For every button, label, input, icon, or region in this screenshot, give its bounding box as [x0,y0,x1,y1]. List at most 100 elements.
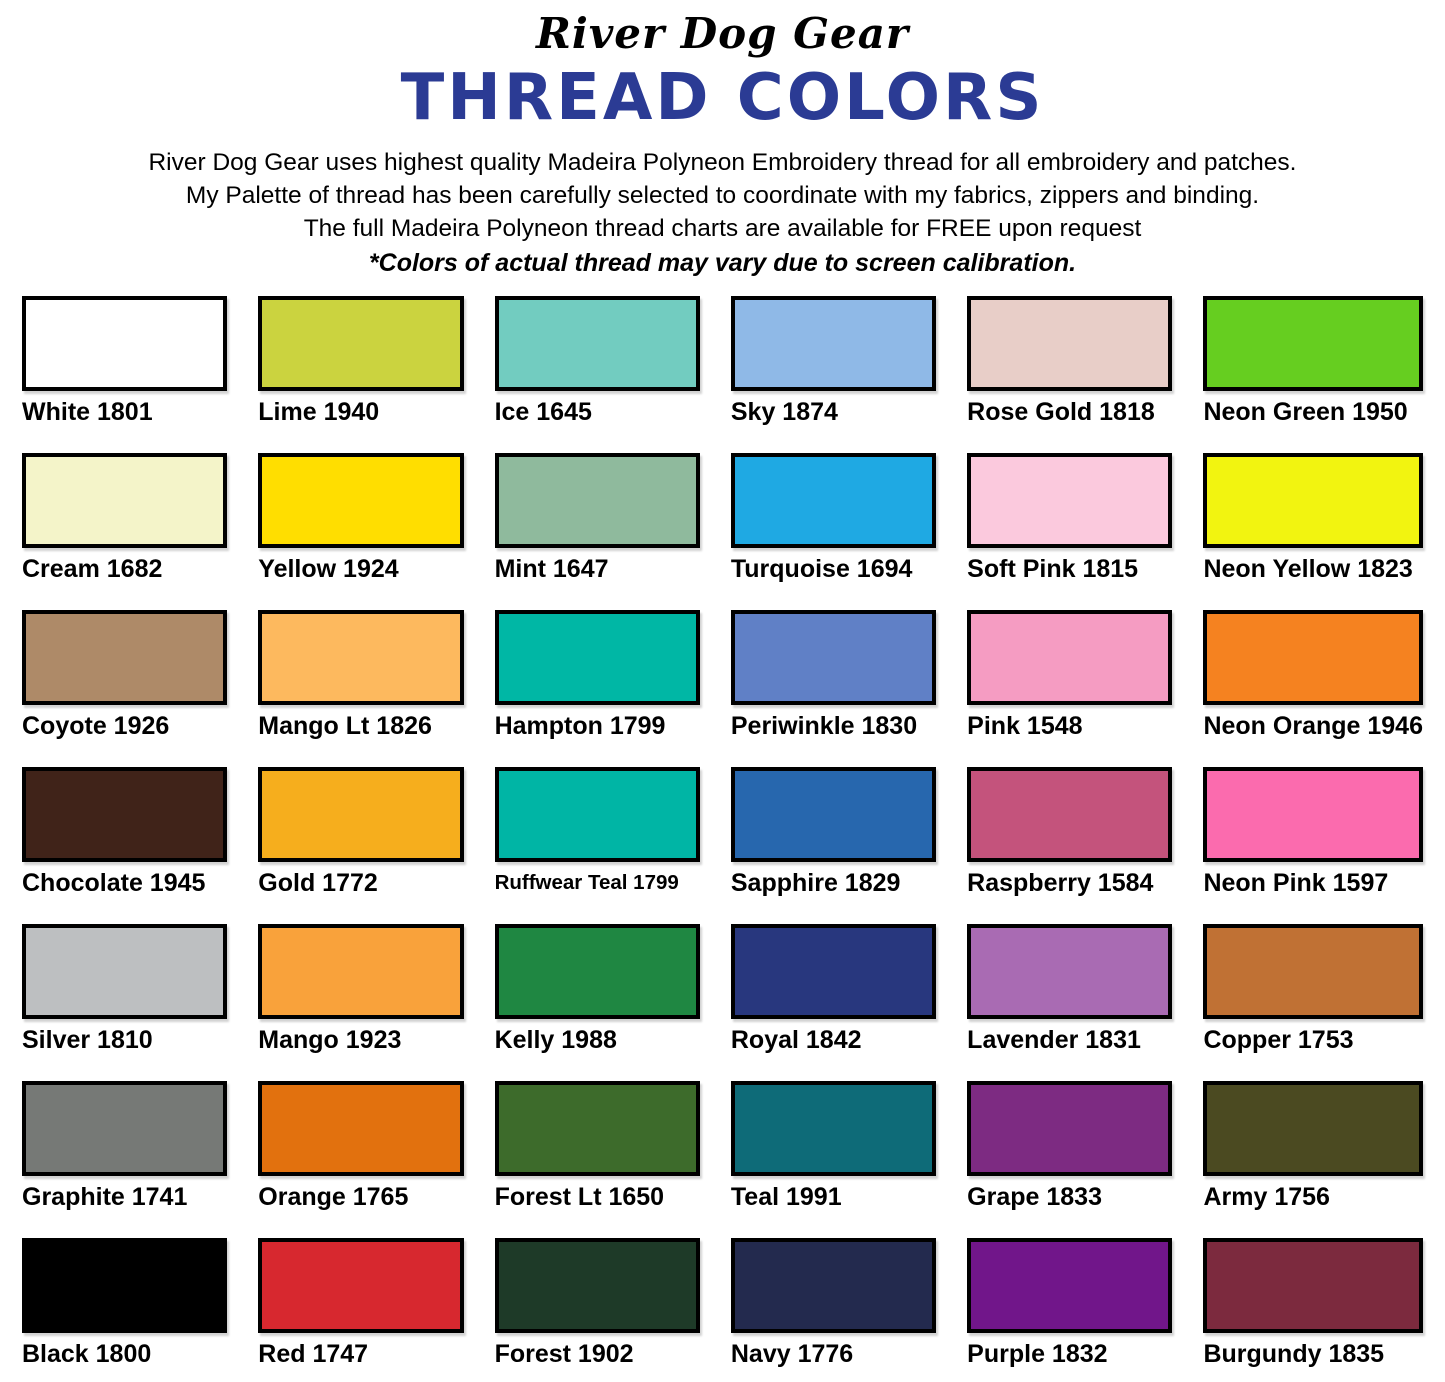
color-swatch [1203,767,1423,862]
color-swatch [1203,296,1423,391]
swatch-label: Periwinkle 1830 [730,712,918,740]
swatch-label: Turquoise 1694 [730,555,913,583]
color-swatch [494,1238,700,1333]
swatch-label: Sky 1874 [730,398,838,426]
swatch-label: Sapphire 1829 [730,869,901,897]
swatch-label: Army 1756 [1203,1183,1330,1211]
color-swatch [22,1238,228,1333]
swatch-card: Cream 1682 [22,453,228,583]
swatch-card: Lime 1940 [258,296,464,426]
color-swatch [730,1081,937,1176]
swatch-card: Mango 1923 [258,924,464,1054]
swatch-card: Forest Lt 1650 [494,1081,700,1211]
swatch-label: Raspberry 1584 [967,869,1154,897]
swatch-card: Sapphire 1829 [730,767,937,897]
intro-text: River Dog Gear uses highest quality Made… [0,146,1445,245]
page-title: THREAD COLORS [400,61,1045,135]
swatch-label: Cream 1682 [22,555,163,583]
color-swatch [730,296,937,391]
swatch-label: Yellow 1924 [258,555,399,583]
swatch-card: Red 1747 [258,1238,464,1368]
swatch-card: Raspberry 1584 [967,767,1173,897]
color-swatch [1203,610,1423,705]
swatch-card: Hampton 1799 [494,610,700,740]
color-swatch [967,1081,1173,1176]
swatch-label: Pink 1548 [967,712,1083,740]
swatch-label: Mango Lt 1826 [258,712,432,740]
swatch-card: Teal 1991 [730,1081,937,1211]
color-swatch [258,453,464,548]
swatch-label: Lavender 1831 [967,1026,1141,1054]
swatch-card: Soft Pink 1815 [967,453,1173,583]
swatch-card: Sky 1874 [730,296,937,426]
swatch-card: Graphite 1741 [22,1081,228,1211]
swatch-label: Kelly 1988 [494,1026,617,1054]
swatch-label: Purple 1832 [967,1340,1108,1368]
color-swatch [1203,1081,1423,1176]
color-swatch [1203,453,1423,548]
color-swatch [730,767,937,862]
color-swatch [22,767,228,862]
swatch-label: Forest Lt 1650 [494,1183,665,1211]
color-swatch [494,1081,700,1176]
swatch-label: Neon Yellow 1823 [1203,555,1413,583]
swatch-card: Neon Yellow 1823 [1203,453,1423,583]
swatch-label: Graphite 1741 [22,1183,188,1211]
swatch-card: Black 1800 [22,1238,228,1368]
intro-line-2: My Palette of thread has been carefully … [185,182,1260,209]
swatch-label: Mint 1647 [494,555,609,583]
swatch-label: Forest 1902 [494,1340,634,1368]
swatch-card: Periwinkle 1830 [730,610,937,740]
swatch-card: White 1801 [22,296,228,426]
color-swatch [494,296,700,391]
intro-line-1: River Dog Gear uses highest quality Made… [148,149,1297,176]
disclaimer-text: *Colors of actual thread may vary due to… [368,249,1077,277]
color-swatch [258,1238,464,1333]
swatch-card: Gold 1772 [258,767,464,897]
swatch-label: Royal 1842 [730,1026,862,1054]
swatch-card: Purple 1832 [967,1238,1173,1368]
swatch-card: Orange 1765 [258,1081,464,1211]
color-swatch [730,1238,937,1333]
color-swatch [258,296,464,391]
swatch-label: Silver 1810 [22,1026,153,1054]
swatch-card: Neon Green 1950 [1203,296,1423,426]
swatch-card: Turquoise 1694 [730,453,937,583]
swatch-label: Orange 1765 [258,1183,409,1211]
color-swatch [967,296,1173,391]
swatch-card: Yellow 1924 [258,453,464,583]
swatch-card: Kelly 1988 [494,924,700,1054]
color-swatch [22,453,228,548]
color-swatch [730,924,937,1019]
swatch-label: White 1801 [22,398,153,426]
swatch-label: Burgundy 1835 [1203,1340,1385,1368]
swatch-label: Copper 1753 [1203,1026,1354,1054]
swatch-label: Mango 1923 [258,1026,402,1054]
swatch-label: Navy 1776 [730,1340,854,1368]
color-swatch [22,296,228,391]
color-swatch [730,453,937,548]
swatch-label: Neon Green 1950 [1203,398,1408,426]
swatch-card: Chocolate 1945 [22,767,228,897]
color-swatch [494,610,700,705]
swatch-card: Lavender 1831 [967,924,1173,1054]
swatch-label: Red 1747 [258,1340,369,1368]
swatch-label: Lime 1940 [258,398,380,426]
color-swatch [1203,924,1423,1019]
color-swatch [967,1238,1173,1333]
color-swatch [494,767,700,862]
swatch-card: Neon Pink 1597 [1203,767,1423,897]
swatch-label: Neon Pink 1597 [1203,869,1389,897]
color-swatch [258,610,464,705]
intro-line-3: The full Madeira Polyneon thread charts … [303,215,1142,242]
swatch-label: Coyote 1926 [22,712,170,740]
color-swatch [258,924,464,1019]
swatch-label: Soft Pink 1815 [967,555,1139,583]
swatch-label: Chocolate 1945 [22,869,206,897]
swatch-card: Navy 1776 [730,1238,937,1368]
color-swatch [22,924,228,1019]
color-swatch [494,924,700,1019]
swatch-grid: White 1801 Lime 1940 Ice 1645 Sky 1874 R… [0,296,1445,1368]
swatch-label: Teal 1991 [730,1183,842,1211]
